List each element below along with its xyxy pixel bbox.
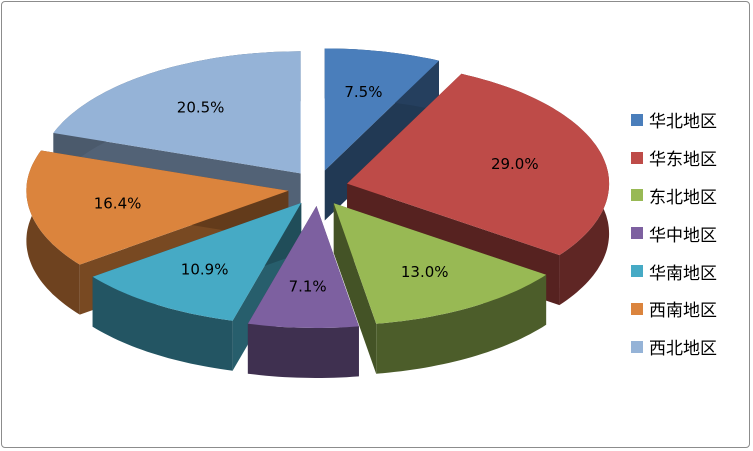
slice-top: [324, 48, 439, 171]
legend-swatch: [631, 151, 643, 164]
legend-item: 华中地区: [631, 214, 717, 252]
legend-swatch: [631, 302, 643, 315]
legend-label: 西南地区: [649, 301, 717, 322]
legend-label: 华北地区: [649, 112, 717, 133]
legend-item: 华北地区: [631, 101, 717, 139]
legend-item: 西北地区: [631, 328, 717, 366]
legend-item: 东北地区: [631, 177, 717, 215]
data-label: 29.0%: [491, 155, 539, 173]
data-label: 20.5%: [177, 99, 225, 117]
legend-label: 东北地区: [649, 187, 717, 208]
data-label: 7.5%: [344, 83, 382, 101]
legend-label: 华南地区: [649, 263, 717, 284]
data-label: 7.1%: [289, 277, 327, 295]
legend-item: 华东地区: [631, 139, 717, 177]
legend-swatch: [631, 265, 643, 278]
data-label: 13.0%: [401, 263, 449, 281]
slice-top: [347, 73, 610, 256]
data-label: 16.4%: [94, 194, 142, 212]
slice-top: [53, 51, 301, 174]
slice-outer-wall: [376, 274, 547, 374]
legend-label: 西北地区: [649, 339, 717, 360]
slice-outer-wall: [92, 276, 233, 371]
slice-top: [247, 205, 359, 328]
data-label: 10.9%: [181, 261, 229, 279]
slice-top: [92, 202, 302, 321]
pie-slice: 10.9%: [92, 202, 302, 371]
legend: 华北地区华东地区东北地区华中地区华南地区西南地区西北地区: [631, 101, 717, 366]
legend-item: 华南地区: [631, 252, 717, 290]
legend-swatch: [631, 227, 643, 240]
legend-swatch: [631, 340, 643, 353]
legend-swatch: [631, 189, 643, 202]
legend-label: 华中地区: [649, 225, 717, 246]
pie-slice: 13.0%: [333, 203, 547, 374]
slice-top: [333, 203, 547, 324]
slice-side-wall: [333, 203, 377, 374]
pie-slice: 7.1%: [247, 205, 359, 378]
legend-swatch: [631, 113, 643, 126]
legend-item: 西南地区: [631, 290, 717, 328]
legend-label: 华东地区: [649, 150, 717, 171]
slice-outer-wall: [247, 323, 359, 378]
slice-top: [26, 150, 289, 265]
